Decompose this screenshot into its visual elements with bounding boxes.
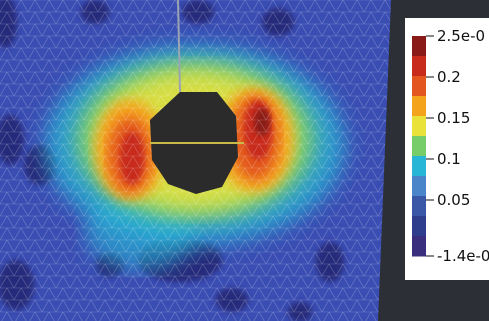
legend-min-label: -1.4e-0: [437, 247, 489, 265]
legend-color-step: [412, 156, 426, 177]
legend-color-step: [412, 236, 426, 257]
legend-color-step: [412, 196, 426, 217]
legend-color-step: [412, 76, 426, 97]
notch-line: [177, 0, 181, 93]
legend-color-step: [412, 36, 426, 57]
legend-tick-label-1: 0.2: [437, 68, 461, 86]
legend-tick-label-3: 0.1: [437, 150, 461, 168]
legend-max-label: 2.5e-0: [437, 27, 485, 45]
legend-color-step: [412, 96, 426, 117]
legend-color-bar: [412, 36, 426, 257]
legend-tick-label-2: 0.15: [437, 109, 470, 127]
legend-color-step: [412, 136, 426, 157]
legend-color-step: [412, 216, 426, 237]
legend-color-step: [412, 176, 426, 197]
legend-color-step: [412, 56, 426, 77]
legend-tick-label-4: 0.05: [437, 191, 470, 209]
legend-color-step: [412, 116, 426, 137]
